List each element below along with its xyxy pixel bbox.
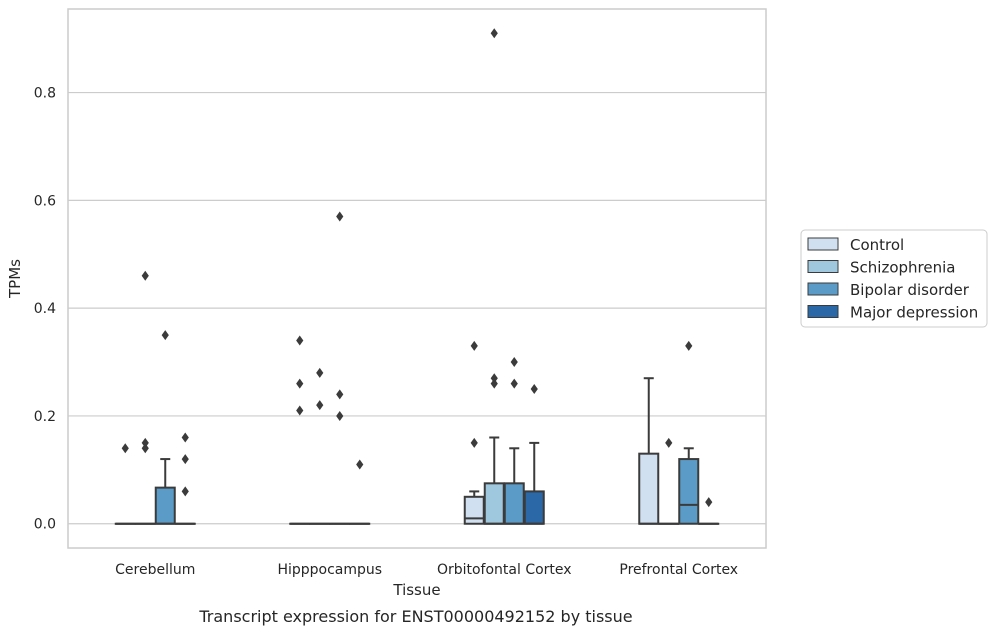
outlier-point	[296, 405, 304, 416]
outlier-point	[296, 335, 304, 346]
grid-lines	[68, 91, 766, 525]
box	[503, 482, 525, 525]
outlier-point	[530, 383, 538, 394]
outlier-point	[470, 340, 478, 351]
box-group	[698, 497, 720, 525]
box-group	[638, 377, 660, 525]
outlier-point	[510, 378, 518, 389]
chart-caption: Transcript expression for ENST0000049215…	[198, 607, 632, 626]
y-tick-label: 0.6	[34, 193, 56, 209]
legend: Control Schizophrenia Bipolar disorder Majo…	[800, 229, 988, 328]
outlier-point	[316, 400, 324, 411]
box-group	[658, 437, 680, 525]
legend-swatch	[807, 305, 839, 318]
x-axis-ticks: Cerebellum Hipppocampus Orbitofontal Corte…	[115, 562, 738, 578]
box-groups	[114, 28, 720, 525]
x-tick-label: Hipppocampus	[277, 562, 382, 578]
box-group	[174, 432, 196, 525]
outlier-point	[356, 459, 364, 470]
outlier-point	[336, 389, 344, 400]
outlier-point	[141, 443, 149, 454]
box-group	[503, 357, 525, 525]
x-axis-label: Tissue	[392, 581, 440, 599]
plot-frame	[67, 8, 767, 549]
box-group	[134, 270, 156, 525]
legend-label: Major depression	[850, 304, 978, 322]
box-group	[349, 459, 371, 525]
outlier-point	[490, 378, 498, 389]
box	[463, 495, 485, 525]
legend-label: Bipolar disorder	[850, 281, 970, 299]
x-tick-label: Prefrontal Cortex	[619, 562, 738, 578]
outlier-point	[141, 437, 149, 448]
x-tick-label: Cerebellum	[115, 562, 195, 578]
outlier-point	[665, 437, 673, 448]
legend-label: Schizophrenia	[850, 259, 955, 277]
y-axis-ticks: 0.0 0.2 0.4 0.6 0.8	[34, 86, 56, 533]
outlier-point	[141, 270, 149, 281]
x-tick-label: Orbitofontal Cortex	[437, 562, 572, 578]
outlier-point	[181, 432, 189, 443]
box-group	[114, 443, 136, 525]
outlier-point	[705, 497, 713, 508]
box-group	[678, 340, 700, 525]
box-group	[309, 367, 331, 525]
legend-swatch	[807, 260, 839, 273]
outlier-point	[336, 410, 344, 421]
outlier-point	[296, 378, 304, 389]
y-tick-label: 0.4	[34, 301, 56, 317]
legend-label: Control	[850, 236, 904, 254]
y-tick-label: 0.2	[34, 409, 56, 425]
legend-swatch	[807, 237, 839, 251]
outlier-point	[181, 486, 189, 497]
y-tick-label: 0.8	[34, 86, 56, 102]
box-group	[289, 335, 311, 525]
box-group	[329, 211, 351, 525]
outlier-point	[510, 357, 518, 368]
outlier-point	[490, 373, 498, 384]
y-tick-label: 0.0	[34, 517, 56, 533]
box	[483, 482, 505, 525]
box-group	[154, 330, 176, 525]
box-group	[463, 340, 485, 525]
y-axis-label: TPMs	[6, 259, 24, 299]
legend-frame	[800, 229, 988, 328]
outlier-point	[336, 211, 344, 222]
legend-swatch	[807, 282, 839, 296]
box	[523, 490, 545, 525]
outlier-point	[685, 340, 693, 351]
box	[638, 452, 660, 525]
box	[154, 486, 176, 525]
outlier-point	[316, 367, 324, 378]
box-group	[483, 28, 505, 525]
outlier-point	[161, 330, 169, 341]
outlier-point	[470, 437, 478, 448]
outlier-point	[490, 28, 498, 39]
outlier-point	[121, 443, 129, 454]
outlier-point	[181, 454, 189, 465]
box-group	[523, 383, 545, 525]
box	[678, 458, 700, 525]
